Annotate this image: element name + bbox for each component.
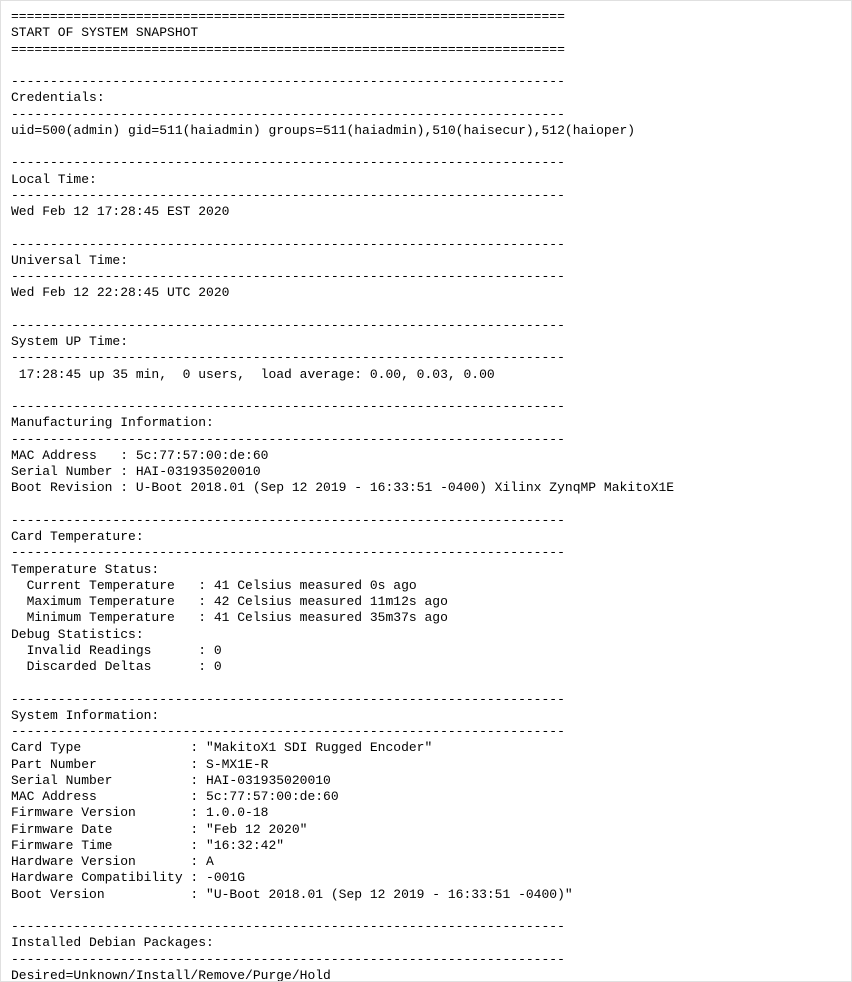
sysinfo-line: Serial Number : HAI-031935020010	[11, 773, 331, 788]
sysinfo-line: Firmware Date : "Feb 12 2020"	[11, 822, 307, 837]
rule-dash: ----------------------------------------…	[11, 399, 565, 414]
credentials-line: uid=500(admin) gid=511(haiadmin) groups=…	[11, 123, 635, 138]
header-title: START OF SYSTEM SNAPSHOT	[11, 25, 198, 40]
rule-dash: ----------------------------------------…	[11, 952, 565, 967]
section-title-universal-time: Universal Time:	[11, 253, 128, 268]
sysinfo-line: Card Type : "MakitoX1 SDI Rugged Encoder…	[11, 740, 432, 755]
temperature-line: Maximum Temperature : 42 Celsius measure…	[11, 594, 448, 609]
sysinfo-line: Boot Version : "U-Boot 2018.01 (Sep 12 2…	[11, 887, 573, 902]
temperature-line: Discarded Deltas : 0	[11, 659, 222, 674]
rule-dash: ----------------------------------------…	[11, 350, 565, 365]
packages-line: Desired=Unknown/Install/Remove/Purge/Hol…	[11, 968, 331, 982]
local-time-line: Wed Feb 12 17:28:45 EST 2020	[11, 204, 229, 219]
section-title-uptime: System UP Time:	[11, 334, 128, 349]
rule-dash: ----------------------------------------…	[11, 188, 565, 203]
temperature-line: Temperature Status:	[11, 562, 159, 577]
temperature-line: Minimum Temperature : 41 Celsius measure…	[11, 610, 448, 625]
sysinfo-line: Firmware Version : 1.0.0-18	[11, 805, 268, 820]
manufacturing-line: Boot Revision : U-Boot 2018.01 (Sep 12 2…	[11, 480, 674, 495]
manufacturing-line: MAC Address : 5c:77:57:00:de:60	[11, 448, 268, 463]
rule-dash: ----------------------------------------…	[11, 724, 565, 739]
rule-dash: ----------------------------------------…	[11, 545, 565, 560]
rule-dash: ----------------------------------------…	[11, 692, 565, 707]
rule-dash: ----------------------------------------…	[11, 107, 565, 122]
rule-dash: ----------------------------------------…	[11, 237, 565, 252]
section-title-credentials: Credentials:	[11, 90, 105, 105]
rule-dash: ----------------------------------------…	[11, 318, 565, 333]
section-title-packages: Installed Debian Packages:	[11, 935, 214, 950]
rule-dash: ----------------------------------------…	[11, 155, 565, 170]
sysinfo-line: Firmware Time : "16:32:42"	[11, 838, 284, 853]
snapshot-viewport[interactable]: ========================================…	[0, 0, 852, 982]
snapshot-text: ========================================…	[1, 1, 851, 982]
temperature-line: Invalid Readings : 0	[11, 643, 222, 658]
temperature-line: Current Temperature : 41 Celsius measure…	[11, 578, 417, 593]
rule-eq: ========================================…	[11, 42, 565, 57]
sysinfo-line: Hardware Compatibility : -001G	[11, 870, 245, 885]
sysinfo-line: Hardware Version : A	[11, 854, 214, 869]
universal-time-line: Wed Feb 12 22:28:45 UTC 2020	[11, 285, 229, 300]
rule-dash: ----------------------------------------…	[11, 513, 565, 528]
manufacturing-line: Serial Number : HAI-031935020010	[11, 464, 261, 479]
section-title-local-time: Local Time:	[11, 172, 97, 187]
sysinfo-line: MAC Address : 5c:77:57:00:de:60	[11, 789, 339, 804]
rule-eq: ========================================…	[11, 9, 565, 24]
rule-dash: ----------------------------------------…	[11, 919, 565, 934]
rule-dash: ----------------------------------------…	[11, 74, 565, 89]
section-title-manufacturing: Manufacturing Information:	[11, 415, 214, 430]
temperature-line: Debug Statistics:	[11, 627, 144, 642]
section-title-system-info: System Information:	[11, 708, 159, 723]
rule-dash: ----------------------------------------…	[11, 432, 565, 447]
rule-dash: ----------------------------------------…	[11, 269, 565, 284]
uptime-line: 17:28:45 up 35 min, 0 users, load averag…	[11, 367, 495, 382]
sysinfo-line: Part Number : S-MX1E-R	[11, 757, 268, 772]
section-title-temperature: Card Temperature:	[11, 529, 144, 544]
